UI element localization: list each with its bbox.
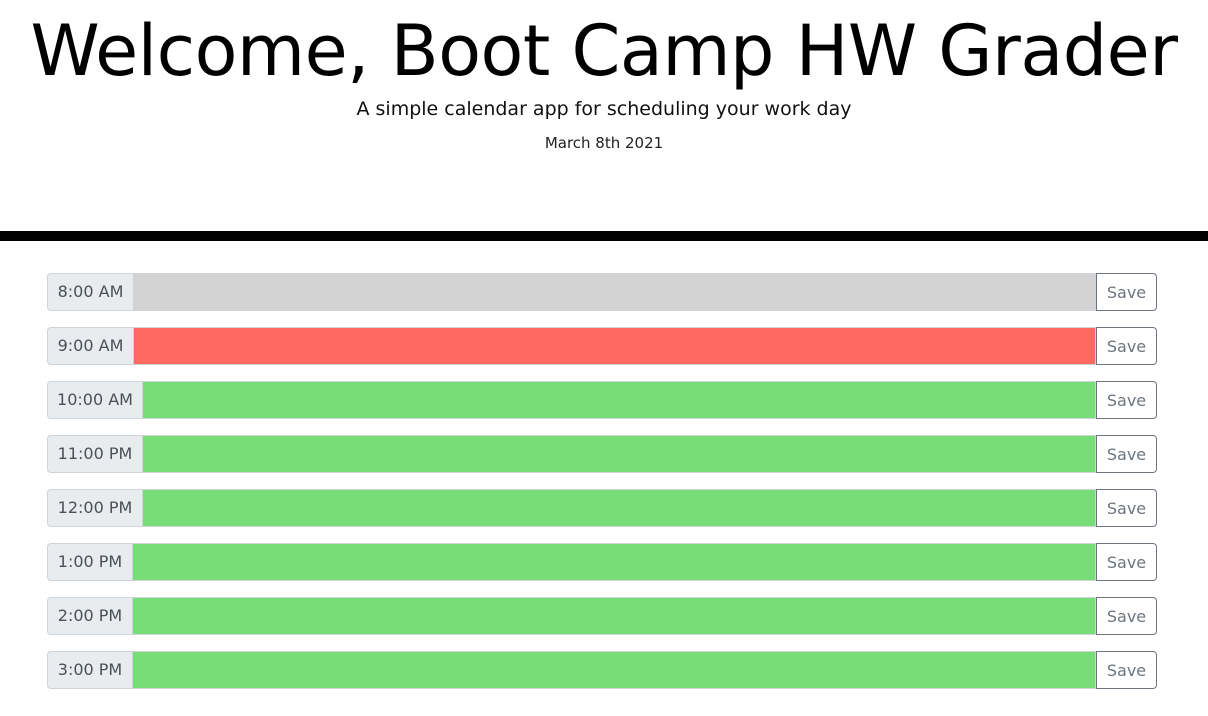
event-description-input[interactable] (142, 381, 1096, 419)
time-block-12pm: 12:00 PM Save (47, 489, 1157, 527)
event-description-input[interactable] (132, 543, 1096, 581)
hour-label: 8:00 AM (47, 273, 133, 311)
hour-label: 11:00 PM (47, 435, 142, 473)
page-title: Welcome, Boot Camp HW Grader (30, 10, 1178, 92)
save-button[interactable]: Save (1096, 435, 1157, 473)
event-description-input[interactable] (132, 597, 1096, 635)
event-description-input[interactable] (132, 651, 1096, 689)
header: Welcome, Boot Camp HW Grader A simple ca… (0, 0, 1208, 231)
time-block-3pm: 3:00 PM Save (47, 651, 1157, 689)
save-button[interactable]: Save (1096, 327, 1157, 365)
time-block-8am: 8:00 AM Save (47, 273, 1157, 311)
schedule-container: 8:00 AM Save 9:00 AM Save 10:00 AM Save … (0, 241, 1208, 689)
current-day: March 8th 2021 (544, 134, 664, 152)
hour-label: 10:00 AM (47, 381, 142, 419)
hour-label: 3:00 PM (47, 651, 132, 689)
save-button[interactable]: Save (1096, 489, 1157, 527)
save-button[interactable]: Save (1096, 273, 1157, 311)
hour-label: 1:00 PM (47, 543, 132, 581)
time-block-11: 11:00 PM Save (47, 435, 1157, 473)
save-button[interactable]: Save (1096, 597, 1157, 635)
time-block-1pm: 1:00 PM Save (47, 543, 1157, 581)
hour-label: 9:00 AM (47, 327, 133, 365)
save-button[interactable]: Save (1096, 543, 1157, 581)
time-block-9am: 9:00 AM Save (47, 327, 1157, 365)
event-description-input[interactable] (142, 435, 1096, 473)
event-description-input[interactable] (142, 489, 1096, 527)
header-divider (0, 231, 1208, 241)
time-block-2pm: 2:00 PM Save (47, 597, 1157, 635)
save-button[interactable]: Save (1096, 381, 1157, 419)
save-button[interactable]: Save (1096, 651, 1157, 689)
event-description-input[interactable] (133, 273, 1096, 311)
time-block-10am: 10:00 AM Save (47, 381, 1157, 419)
hour-label: 12:00 PM (47, 489, 142, 527)
hour-label: 2:00 PM (47, 597, 132, 635)
page-subtitle: A simple calendar app for scheduling you… (356, 98, 852, 120)
event-description-input[interactable] (133, 327, 1096, 365)
